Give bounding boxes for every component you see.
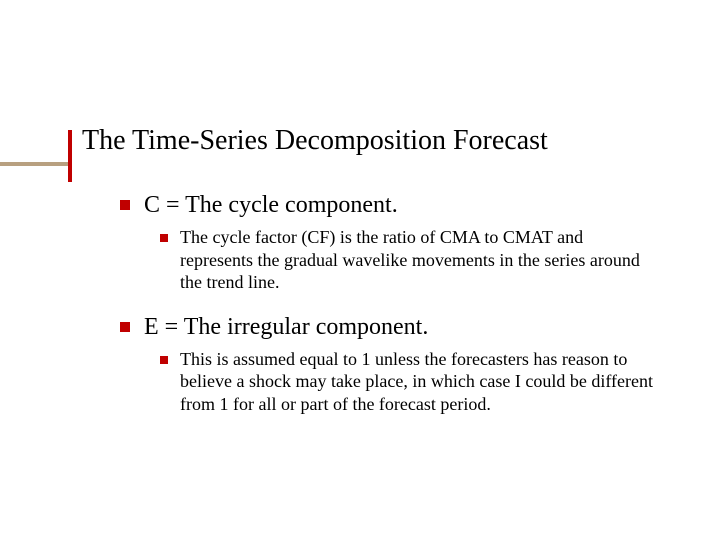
list-item: E = The irregular component. <box>120 312 660 342</box>
bullet-square-icon <box>160 356 168 364</box>
list-subitem: The cycle factor (CF) is the ratio of CM… <box>160 226 660 294</box>
bullet-square-icon <box>120 200 130 210</box>
list-subitem-text: The cycle factor (CF) is the ratio of CM… <box>180 226 660 294</box>
slide-title: The Time-Series Decomposition Forecast <box>82 125 548 157</box>
bullet-square-icon <box>120 322 130 332</box>
title-accent-horizontal <box>0 162 72 166</box>
title-accent-vertical <box>68 130 72 182</box>
bullet-square-icon <box>160 234 168 242</box>
list-item-text: C = The cycle component. <box>144 190 398 220</box>
list-item-text: E = The irregular component. <box>144 312 428 342</box>
list-subitem-text: This is assumed equal to 1 unless the fo… <box>180 348 660 416</box>
list-subitem: This is assumed equal to 1 unless the fo… <box>160 348 660 416</box>
list-item: C = The cycle component. <box>120 190 660 220</box>
slide-body: C = The cycle component. The cycle facto… <box>120 190 660 433</box>
